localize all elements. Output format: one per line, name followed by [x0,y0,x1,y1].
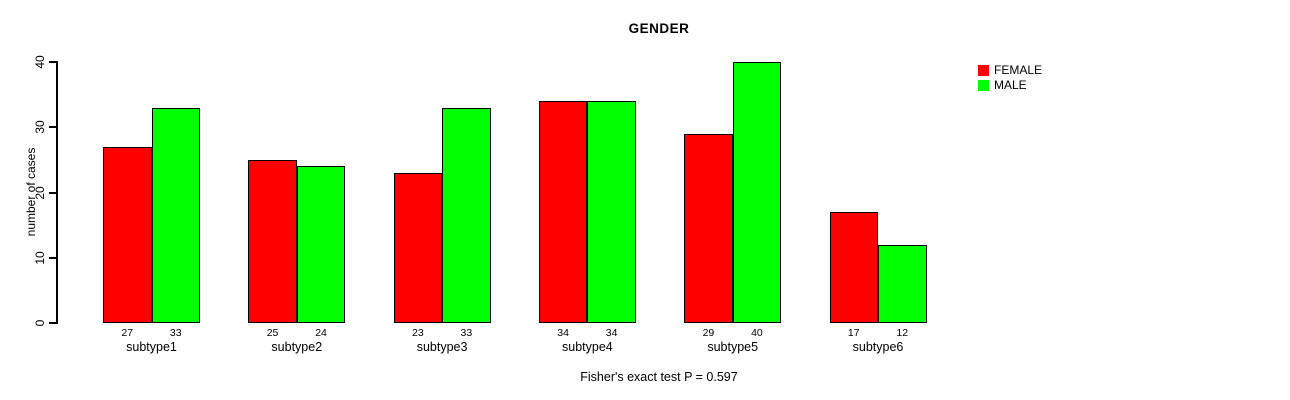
bar-value-label: 29 [702,327,715,339]
bar-female-subtype1 [103,146,152,323]
y-tick-label: 40 [33,55,47,69]
bar-value-label: 25 [266,327,279,339]
bar-female-subtype3 [393,172,443,323]
bar-value-label: 17 [847,327,860,339]
legend-label: FEMALE [994,63,1043,77]
bar-male-subtype2 [296,166,346,323]
y-tick [49,322,56,324]
y-tick [49,61,56,63]
bar-male-subtype3 [442,107,491,323]
legend-label: MALE [994,78,1027,92]
y-axis-line [56,61,58,324]
bar-value-label: 27 [121,327,134,339]
category-label: subtype4 [562,340,613,354]
bar-value-label: 33 [169,327,182,339]
legend-swatch-icon [978,79,989,91]
bar-male-subtype1 [151,107,200,323]
y-tick-label: 20 [33,185,47,200]
bar-female-subtype2 [248,159,297,323]
bar-value-label: 40 [751,327,763,339]
legend-item: MALE [978,79,1042,91]
bar-value-label: 24 [315,327,327,339]
category-label: subtype6 [852,340,904,354]
bar-male-subtype4 [587,101,636,323]
chart-title: GENDER [628,21,690,36]
bar-male-subtype6 [878,244,927,323]
bar-value-label: 12 [896,327,909,339]
bar-value-label: 33 [460,327,473,339]
legend: FEMALE MALE [978,64,1042,91]
bar-female-subtype6 [829,212,878,323]
bar-value-label: 34 [605,327,618,339]
bar-value-label: 23 [412,327,424,339]
category-label: subtype1 [126,340,177,354]
y-tick-label: 0 [33,319,47,327]
bar-female-subtype4 [538,101,588,323]
category-label: subtype2 [271,340,323,354]
y-tick [49,256,56,259]
y-tick-label: 30 [33,120,47,134]
y-tick [49,191,56,194]
caption: Fisher's exact test P = 0.597 [580,370,738,384]
legend-item: FEMALE [978,64,1042,76]
y-tick [49,126,56,129]
bar-female-subtype5 [684,133,733,323]
bar-male-subtype5 [732,62,782,323]
bar-value-label: 34 [557,327,569,339]
legend-swatch-icon [978,64,989,76]
category-label: subtype5 [707,340,759,354]
y-tick-label: 10 [33,251,47,265]
category-label: subtype3 [416,340,468,354]
